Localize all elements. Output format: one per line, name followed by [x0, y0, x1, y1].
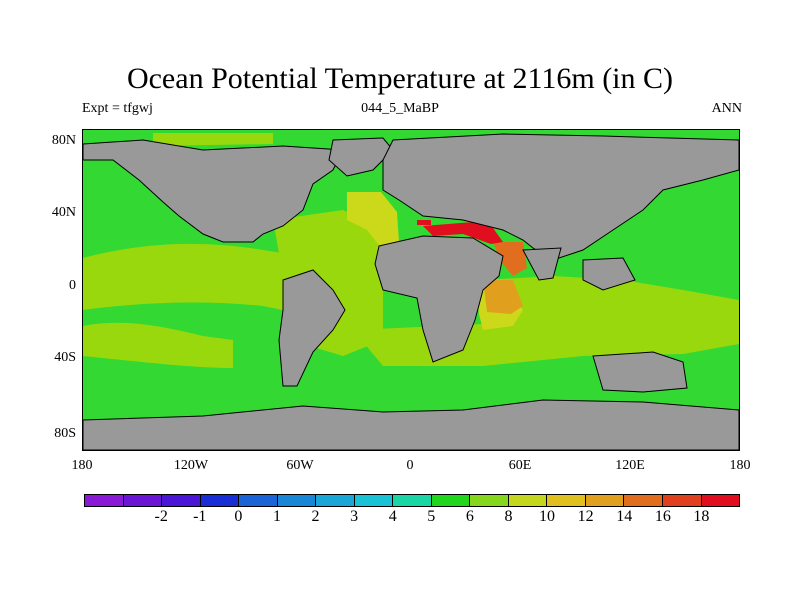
antarctica	[83, 399, 739, 450]
se-asia	[582, 257, 636, 291]
tethys-red	[423, 222, 503, 244]
south-pacific-band	[83, 322, 233, 368]
colorbar-swatch	[123, 495, 163, 506]
eurasia	[382, 133, 739, 261]
colorbar-label: -1	[193, 508, 207, 525]
australia	[592, 351, 688, 393]
colorbar-swatch	[393, 495, 432, 506]
land-masses	[83, 133, 739, 450]
tethys-red-patch	[417, 220, 431, 225]
colorbar-swatch	[508, 495, 548, 506]
colorbar-label: 10	[539, 508, 556, 525]
colorbar-swatch	[547, 495, 586, 506]
mediterranean-outflow	[347, 192, 399, 248]
colorbar-label: 5	[427, 508, 436, 525]
colorbar-swatch	[162, 495, 201, 506]
colorbar-label: 4	[388, 508, 397, 525]
colorbar-swatch	[585, 495, 625, 506]
tropical-pacific-band	[83, 243, 303, 314]
time-label: 044_5_MaBP	[361, 101, 439, 116]
x-tick-label: 180	[729, 458, 751, 473]
x-tick-label: 180	[71, 458, 93, 473]
south-america	[278, 269, 346, 387]
colorbar-swatch	[354, 495, 394, 506]
colorbar-label: 3	[350, 508, 359, 525]
x-tick-label: 120E	[615, 458, 645, 473]
colorbar-label: 0	[234, 508, 243, 525]
colorbar-label: 2	[311, 508, 320, 525]
colorbar-label: 6	[465, 508, 474, 525]
tethys-darkorange	[493, 242, 527, 276]
y-tick-label: 80N	[51, 133, 76, 148]
colorbar-swatch	[431, 495, 471, 506]
india	[522, 247, 562, 281]
temperature-map	[82, 129, 740, 451]
colorbar-swatch	[277, 495, 317, 506]
y-tick-label: 40N	[51, 205, 76, 220]
colorbar-label: 1	[272, 508, 281, 525]
colorbar-label: 18	[693, 508, 710, 525]
y-tick-label: 80S	[54, 426, 76, 441]
colorbar-label: 16	[654, 508, 671, 525]
north-america	[83, 139, 344, 243]
colorbar-swatch	[470, 495, 509, 506]
colorbar-swatch	[662, 495, 702, 506]
indian-band	[483, 276, 739, 330]
colorbar-label: 14	[616, 508, 633, 525]
colorbar-swatch	[624, 495, 663, 506]
red-sea-orange	[483, 280, 523, 314]
x-tick-label: 60E	[508, 458, 532, 473]
map-title: Ocean Potential Temperature at 2116m (in…	[126, 62, 674, 95]
experiment-label: Expt = tfgwj	[82, 101, 153, 116]
x-tick-label: 120W	[173, 458, 209, 473]
colorbar-swatch	[239, 495, 278, 506]
colorbar-swatch	[316, 495, 355, 506]
colorbar-swatch	[85, 495, 124, 506]
colorbar-swatch	[200, 495, 240, 506]
y-tick-label: 40S	[54, 350, 76, 365]
map-svg	[83, 130, 739, 450]
colorbar	[84, 494, 740, 507]
colorbar-label: 8	[504, 508, 513, 525]
x-tick-label: 60W	[286, 458, 314, 473]
x-tick-label: 0	[406, 458, 414, 473]
colorbar-label: -2	[154, 508, 168, 525]
season-label: ANN	[711, 101, 742, 116]
colorbar-swatch	[701, 495, 740, 506]
africa	[374, 235, 504, 363]
arctic-band	[153, 133, 273, 146]
colorbar-label: 12	[577, 508, 594, 525]
greenland	[328, 137, 394, 177]
y-tick-label: 0	[69, 278, 76, 293]
